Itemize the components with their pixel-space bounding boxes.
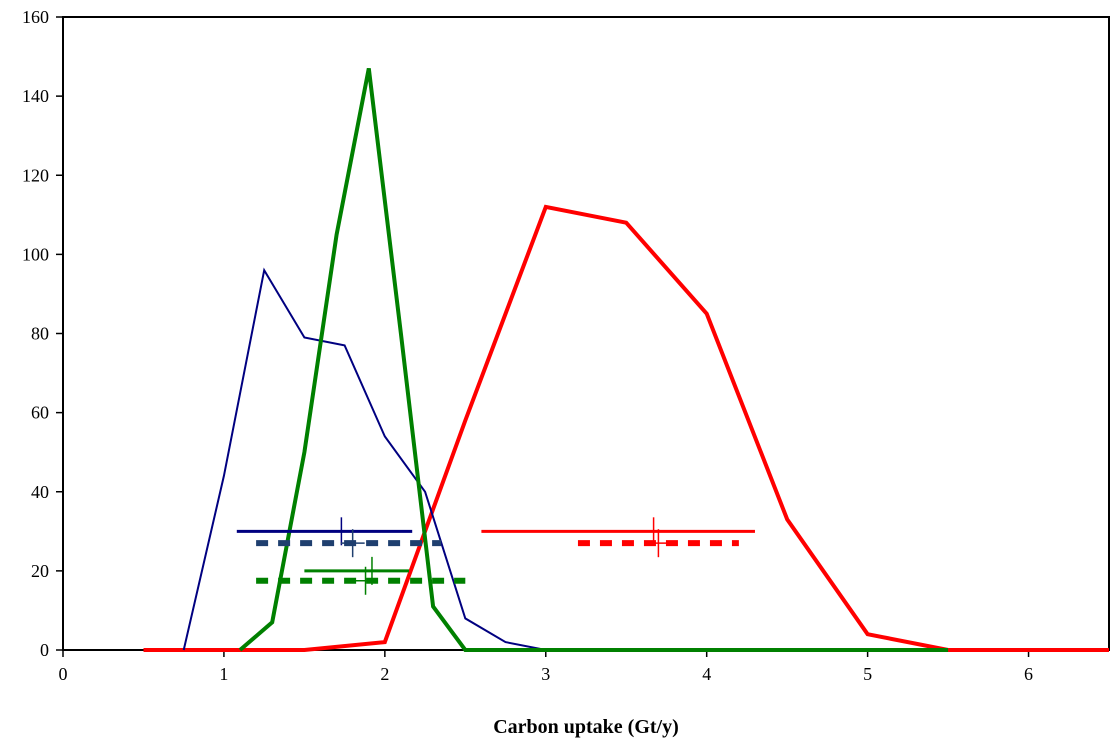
- series-line: [143, 204, 1109, 652]
- y-axis: 0 20 40 60 80 100 120 140 160: [22, 7, 63, 660]
- y-tick-label: 60: [31, 403, 49, 423]
- x-tick-label: 3: [541, 664, 550, 684]
- y-tick-label: 100: [22, 244, 49, 264]
- y-tick-label: 0: [40, 640, 49, 660]
- x-tick-label: 4: [702, 664, 711, 684]
- x-axis: 0 1 2 3 4 5 6: [59, 650, 1033, 684]
- y-tick-label: 160: [22, 7, 49, 27]
- y-tick-label: 20: [31, 561, 49, 581]
- series-layer: [143, 68, 1109, 652]
- x-axis-title: Carbon uptake (Gt/y): [493, 716, 679, 738]
- y-tick-label: 120: [22, 165, 49, 185]
- plot-area: [62, 16, 1110, 651]
- x-tick-label: 2: [380, 664, 389, 684]
- x-tick-label: 6: [1024, 664, 1033, 684]
- y-tick-label: 40: [31, 482, 49, 502]
- series-line: [238, 68, 949, 652]
- y-tick-label: 80: [31, 324, 49, 344]
- x-tick-label: 5: [863, 664, 872, 684]
- range-markers: [236, 517, 755, 595]
- x-tick-label: 0: [59, 664, 68, 684]
- x-tick-label: 1: [219, 664, 228, 684]
- y-tick-label: 140: [22, 86, 49, 106]
